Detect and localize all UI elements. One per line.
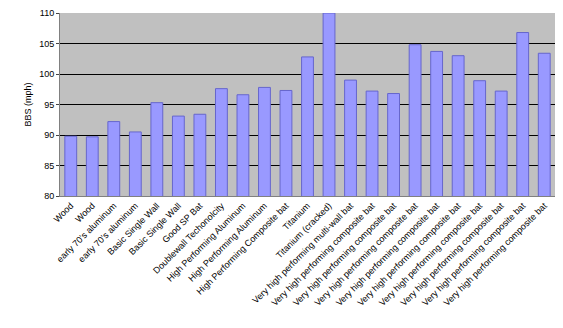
svg-text:Basic Single Wall: Basic Single Wall [105, 201, 161, 257]
svg-text:Very high performing composite: Very high performing composite bat [356, 200, 464, 308]
svg-text:early 70's aluminum: early 70's aluminum [76, 201, 139, 264]
svg-text:80: 80 [44, 191, 54, 201]
svg-text:90: 90 [44, 130, 54, 140]
svg-text:High Performing Composite bat: High Performing Composite bat [195, 200, 291, 296]
svg-text:95: 95 [44, 100, 54, 110]
svg-text:Basic Single Wall: Basic Single Wall [127, 201, 183, 257]
svg-text:Very high performing composite: Very high performing composite bat [399, 200, 507, 308]
svg-text:Wood: Wood [73, 201, 97, 225]
svg-text:110: 110 [40, 8, 54, 18]
svg-text:105: 105 [39, 39, 54, 49]
svg-text:Good SP Bat: Good SP Bat [160, 200, 204, 244]
svg-text:Very high performing composite: Very high performing composite bat [442, 200, 550, 308]
svg-text:Titanium: Titanium [281, 201, 312, 232]
svg-text:Very high performing multi-wal: Very high performing multi-wall bat [250, 200, 355, 305]
svg-text:BBS (mph): BBS (mph) [23, 82, 33, 126]
svg-text:Doublewall Techonolcity: Doublewall Techonolcity [151, 200, 226, 275]
svg-text:Very high performing composite: Very high performing composite bat [420, 200, 528, 308]
svg-text:High Performing Aluminum: High Performing Aluminum [165, 201, 248, 284]
svg-text:100: 100 [39, 69, 54, 79]
svg-text:early 70's aluminum: early 70's aluminum [55, 201, 118, 264]
svg-text:Very high performing composite: Very high performing composite bat [313, 200, 421, 308]
svg-text:Very high performing composite: Very high performing composite bat [291, 200, 399, 308]
svg-text:85: 85 [44, 161, 54, 171]
svg-text:Titanium (cracked): Titanium (cracked) [274, 201, 334, 261]
svg-text:Very high performing composite: Very high performing composite bat [269, 200, 377, 308]
svg-text:Very high performing composite: Very high performing composite bat [377, 200, 485, 308]
svg-text:Very high performing composite: Very high performing composite bat [334, 200, 442, 308]
svg-text:High Performing Aluminum: High Performing Aluminum [186, 201, 269, 284]
svg-text:Wood: Wood [52, 201, 76, 225]
